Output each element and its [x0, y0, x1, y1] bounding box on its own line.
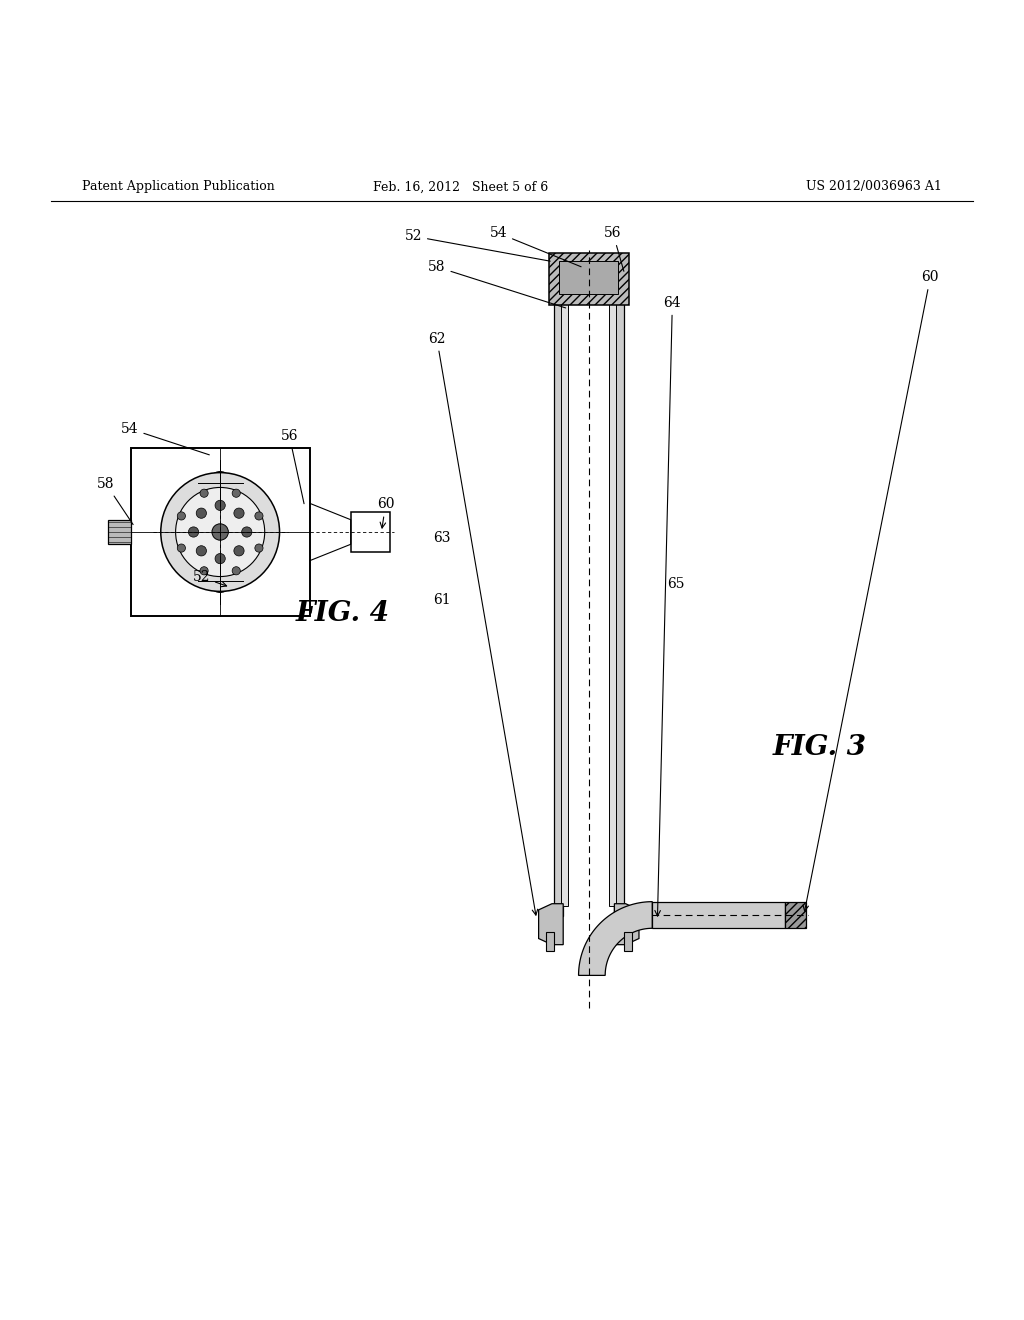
Text: 58: 58 — [428, 260, 565, 308]
Text: FIG. 3: FIG. 3 — [772, 734, 866, 760]
Text: US 2012/0036963 A1: US 2012/0036963 A1 — [806, 181, 942, 194]
Circle shape — [161, 473, 280, 591]
Text: 52: 52 — [193, 570, 226, 587]
Polygon shape — [549, 253, 629, 305]
Text: 61: 61 — [433, 593, 452, 607]
Circle shape — [233, 545, 244, 556]
Text: 60: 60 — [377, 498, 394, 528]
Polygon shape — [546, 932, 554, 950]
Text: FIG. 4: FIG. 4 — [296, 601, 390, 627]
Text: 63: 63 — [433, 531, 452, 545]
Circle shape — [212, 524, 228, 540]
Text: 54: 54 — [121, 421, 209, 455]
Bar — [109, 520, 131, 544]
Circle shape — [197, 508, 207, 519]
Bar — [350, 512, 389, 553]
Polygon shape — [614, 904, 639, 945]
Circle shape — [177, 512, 185, 520]
Polygon shape — [554, 256, 563, 916]
Text: 65: 65 — [667, 577, 685, 591]
Circle shape — [242, 527, 252, 537]
Polygon shape — [652, 902, 785, 928]
Text: 56: 56 — [281, 429, 304, 504]
Circle shape — [215, 553, 225, 564]
Text: 54: 54 — [489, 226, 581, 267]
Text: 62: 62 — [428, 331, 538, 915]
Text: 60: 60 — [803, 271, 939, 911]
Polygon shape — [614, 256, 624, 916]
Polygon shape — [579, 902, 652, 975]
Polygon shape — [561, 260, 568, 906]
Text: Feb. 16, 2012   Sheet 5 of 6: Feb. 16, 2012 Sheet 5 of 6 — [373, 181, 549, 194]
Circle shape — [232, 566, 241, 576]
Circle shape — [255, 512, 263, 520]
Circle shape — [188, 527, 199, 537]
Polygon shape — [539, 904, 563, 945]
Circle shape — [177, 544, 185, 552]
Circle shape — [232, 490, 241, 498]
Circle shape — [176, 487, 264, 577]
Bar — [131, 447, 309, 616]
Text: Patent Application Publication: Patent Application Publication — [82, 181, 274, 194]
Text: 56: 56 — [604, 226, 624, 272]
Circle shape — [200, 566, 208, 576]
Text: 64: 64 — [655, 296, 681, 916]
Text: 52: 52 — [404, 230, 550, 261]
Polygon shape — [609, 260, 616, 906]
Polygon shape — [559, 260, 618, 294]
Text: 58: 58 — [97, 477, 133, 524]
Circle shape — [215, 500, 225, 511]
Polygon shape — [624, 932, 632, 950]
Circle shape — [200, 490, 208, 498]
Circle shape — [233, 508, 244, 519]
Circle shape — [255, 544, 263, 552]
Circle shape — [197, 545, 207, 556]
Polygon shape — [785, 902, 806, 928]
